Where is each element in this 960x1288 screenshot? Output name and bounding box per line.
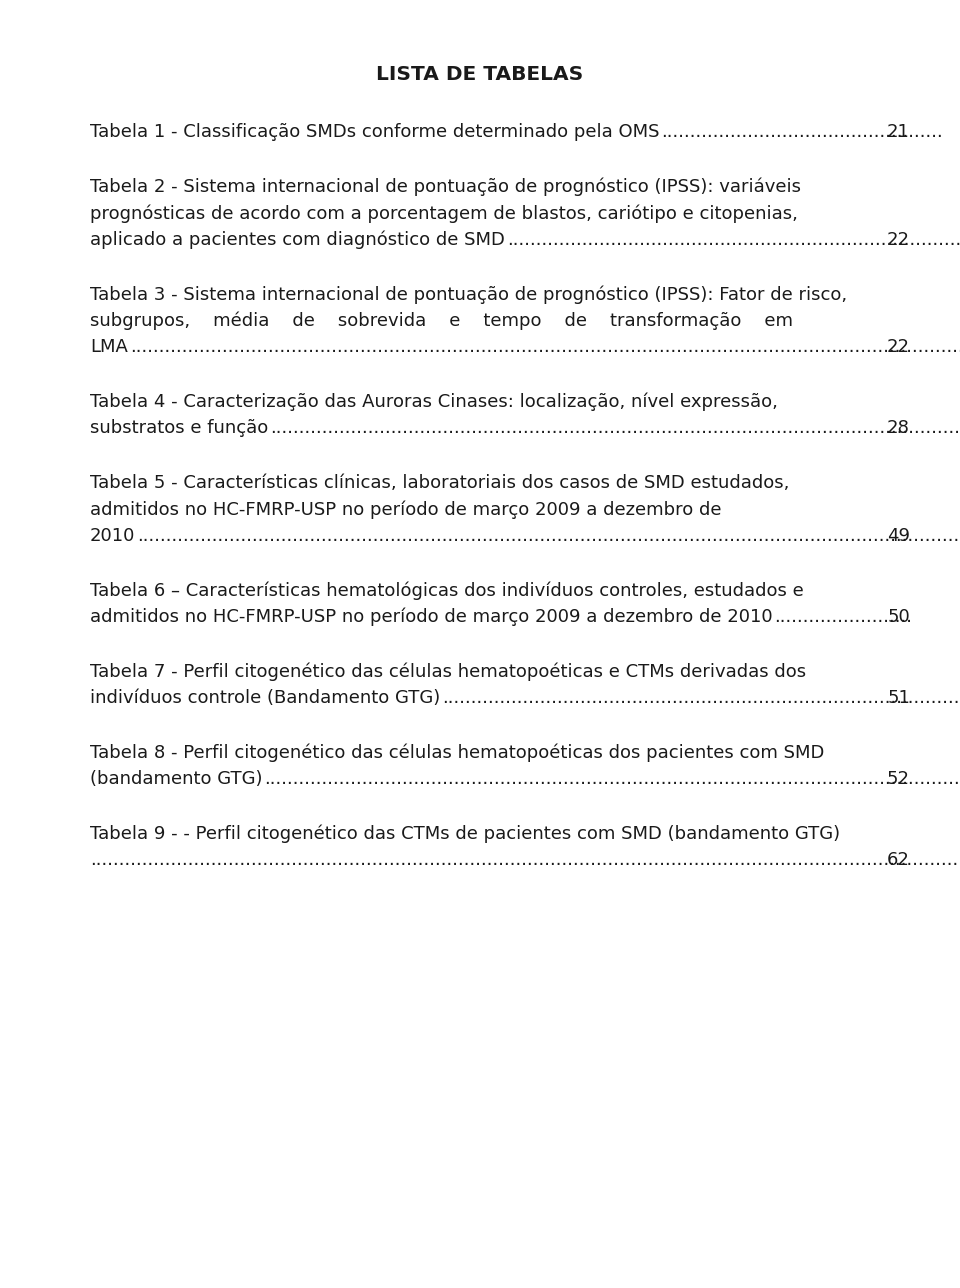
Text: ................................................................................: ........................................… [90,851,960,869]
Text: 62: 62 [887,851,910,869]
Text: Tabela 1 - Classificação SMDs conforme determinado pela OMS: Tabela 1 - Classificação SMDs conforme d… [90,124,660,142]
Text: Tabela 4 - Caracterização das Auroras Cinases: localização, nível expressão,: Tabela 4 - Caracterização das Auroras Ci… [90,393,778,411]
Text: 50: 50 [887,608,910,626]
Text: aplicado a pacientes com diagnóstico de SMD: aplicado a pacientes com diagnóstico de … [90,231,505,250]
Text: prognósticas de acordo com a porcentagem de blastos, cariótipo e citopenias,: prognósticas de acordo com a porcentagem… [90,205,798,223]
Text: 51: 51 [887,689,910,707]
Text: ................................................................................: ........................................… [130,339,960,357]
Text: substratos e função: substratos e função [90,420,268,438]
Text: ................................................................................: ........................................… [507,231,960,249]
Text: subgrupos,    média    de    sobrevida    e    tempo    de    transformação    e: subgrupos, média de sobrevida e tempo de… [90,312,793,330]
Text: ................................................................................: ........................................… [443,689,960,707]
Text: Tabela 2 - Sistema internacional de pontuação de prognóstico (IPSS): variáveis: Tabela 2 - Sistema internacional de pont… [90,178,801,196]
Text: admitidos no HC-FMRP-USP no período de março 2009 a dezembro de: admitidos no HC-FMRP-USP no período de m… [90,500,722,519]
Text: 2010: 2010 [90,527,135,545]
Text: 52: 52 [887,770,910,788]
Text: Tabela 7 - Perfil citogenético das células hematopoéticas e CTMs derivadas dos: Tabela 7 - Perfil citogenético das célul… [90,662,806,681]
Text: .................................................: ........................................… [661,124,944,142]
Text: 22: 22 [887,231,910,249]
Text: LMA: LMA [90,339,128,357]
Text: Tabela 8 - Perfil citogenético das células hematopoéticas dos pacientes com SMD: Tabela 8 - Perfil citogenético das célul… [90,743,825,761]
Text: ................................................................................: ........................................… [265,770,960,788]
Text: 28: 28 [887,420,910,438]
Text: 22: 22 [887,339,910,357]
Text: LISTA DE TABELAS: LISTA DE TABELAS [376,64,584,84]
Text: Tabela 5 - Características clínicas, laboratoriais dos casos de SMD estudados,: Tabela 5 - Características clínicas, lab… [90,474,789,492]
Text: 49: 49 [887,527,910,545]
Text: ........................: ........................ [775,608,913,626]
Text: ................................................................................: ........................................… [271,420,960,438]
Text: Tabela 6 – Características hematológicas dos indivíduos controles, estudados e: Tabela 6 – Características hematológicas… [90,581,804,600]
Text: Tabela 9 - - Perfil citogenético das CTMs de pacientes com SMD (bandamento GTG): Tabela 9 - - Perfil citogenético das CTM… [90,824,840,842]
Text: 21: 21 [887,124,910,142]
Text: (bandamento GTG): (bandamento GTG) [90,770,262,788]
Text: admitidos no HC-FMRP-USP no período de março 2009 a dezembro de 2010: admitidos no HC-FMRP-USP no período de m… [90,608,773,626]
Text: ................................................................................: ........................................… [137,527,960,545]
Text: indivíduos controle (Bandamento GTG): indivíduos controle (Bandamento GTG) [90,689,441,707]
Text: Tabela 3 - Sistema internacional de pontuação de prognóstico (IPSS): Fator de ri: Tabela 3 - Sistema internacional de pont… [90,286,847,304]
